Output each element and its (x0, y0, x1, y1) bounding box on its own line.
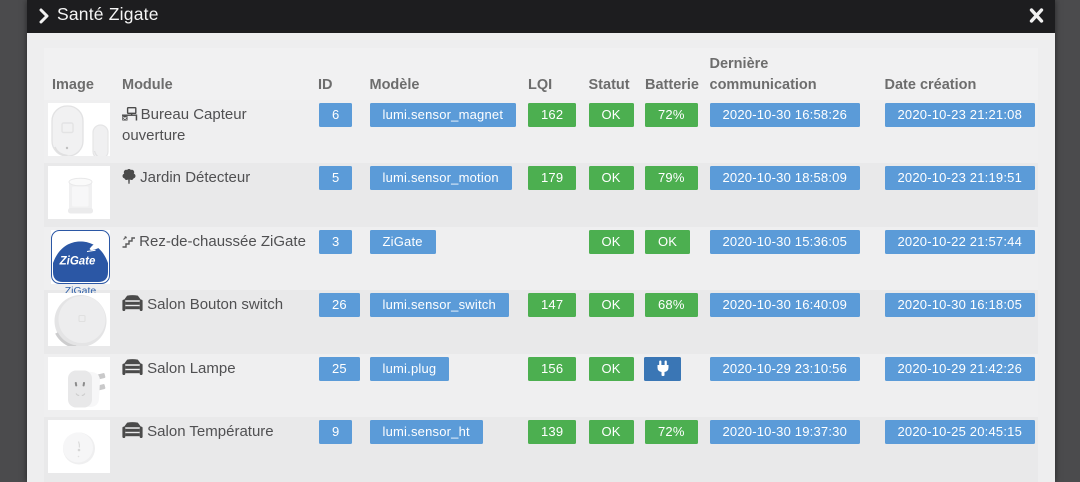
svg-text:ZiGate: ZiGate (59, 255, 96, 267)
